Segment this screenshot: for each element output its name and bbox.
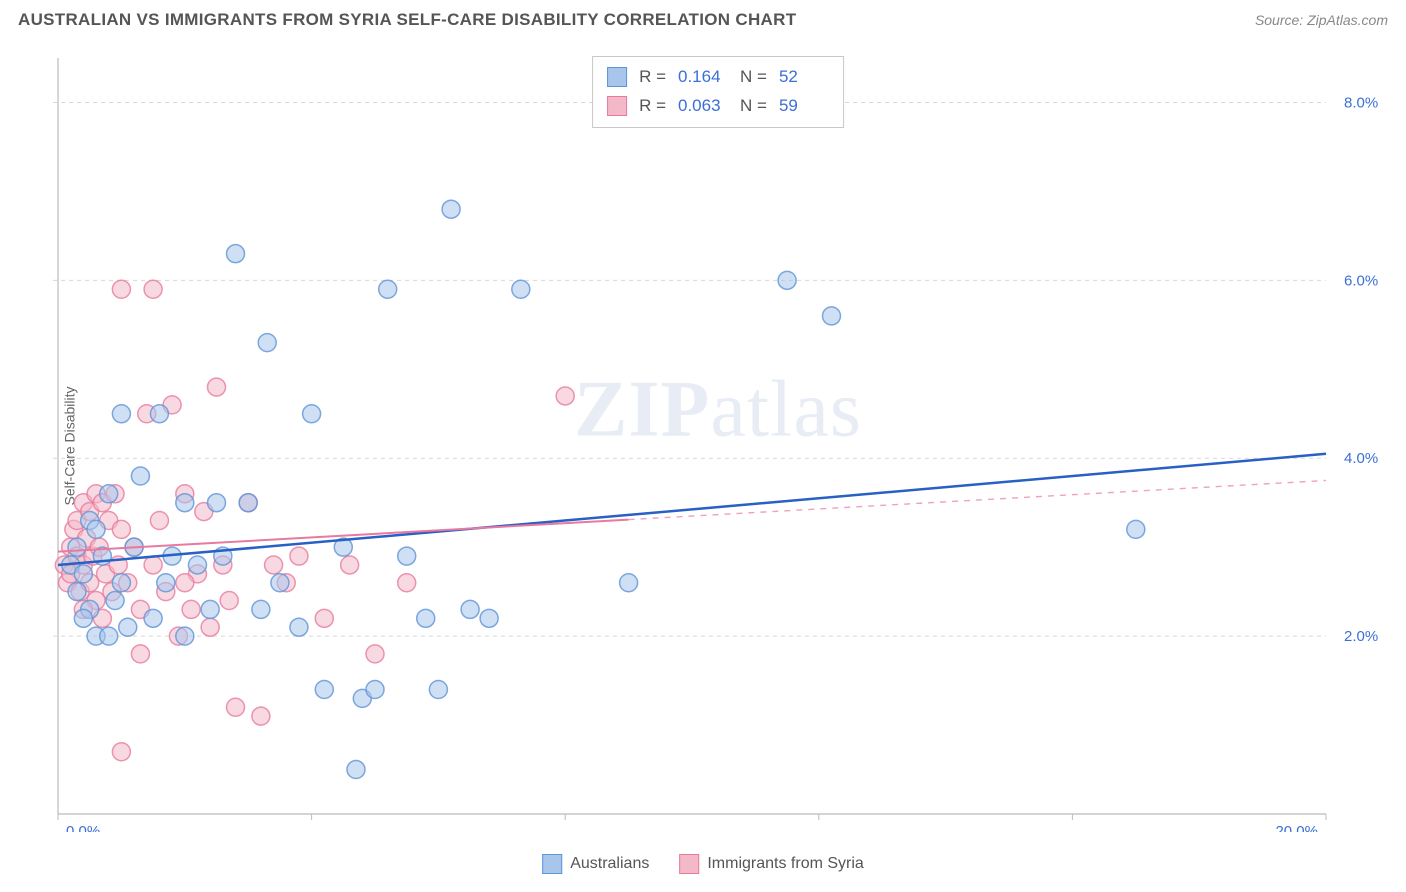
legend-swatch (542, 854, 562, 874)
r-value: 0.063 (678, 92, 728, 121)
legend-item: Immigrants from Syria (679, 854, 863, 874)
correlation-legend: R = 0.164 N = 52 R = 0.063 N = 59 (592, 56, 844, 128)
source-label: Source: ZipAtlas.com (1255, 12, 1388, 28)
n-label: N = (740, 63, 767, 92)
svg-text:0.0%: 0.0% (66, 823, 100, 832)
legend-label: Immigrants from Syria (707, 855, 863, 873)
plot-area: 2.0%4.0%6.0%8.0%0.0%20.0% ZIPatlas R = 0… (50, 50, 1386, 832)
header: AUSTRALIAN VS IMMIGRANTS FROM SYRIA SELF… (0, 0, 1406, 30)
legend-label: Australians (570, 855, 649, 873)
svg-text:8.0%: 8.0% (1344, 94, 1378, 111)
svg-text:6.0%: 6.0% (1344, 272, 1378, 289)
svg-text:2.0%: 2.0% (1344, 628, 1378, 645)
legend-swatch (607, 96, 627, 116)
chart-title: AUSTRALIAN VS IMMIGRANTS FROM SYRIA SELF… (18, 10, 796, 30)
n-value: 52 (779, 63, 829, 92)
scatter-chart: 2.0% 4.0% 6.0% 8.0% 0.0% 20.0% (50, 50, 1386, 832)
legend-swatch (679, 854, 699, 874)
legend-row: R = 0.164 N = 52 (607, 63, 829, 92)
n-value: 59 (779, 92, 829, 121)
r-label: R = (639, 63, 666, 92)
n-label: N = (740, 92, 767, 121)
r-label: R = (639, 92, 666, 121)
r-value: 0.164 (678, 63, 728, 92)
legend-swatch (607, 67, 627, 87)
svg-text:20.0%: 20.0% (1275, 823, 1318, 832)
svg-text:4.0%: 4.0% (1344, 450, 1378, 467)
series-legend: Australians Immigrants from Syria (542, 854, 864, 874)
legend-row: R = 0.063 N = 59 (607, 92, 829, 121)
legend-item: Australians (542, 854, 649, 874)
